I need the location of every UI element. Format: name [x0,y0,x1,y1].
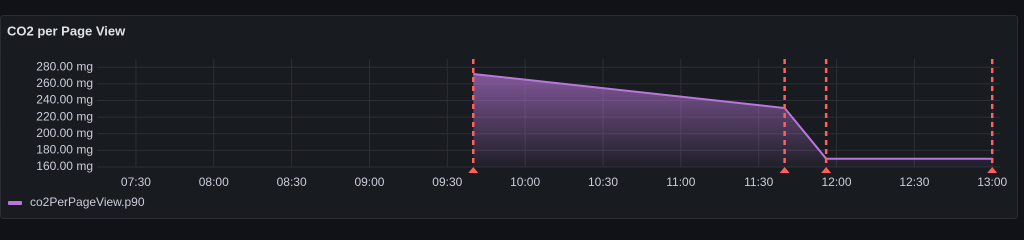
x-tick-label: 13:00 [977,175,1007,189]
area-fill [473,73,993,167]
y-tick-label: 180.00 mg [36,143,93,157]
legend-swatch [8,201,22,205]
x-tick-label: 12:30 [899,175,929,189]
x-tick-label: 10:30 [588,175,618,189]
annotation-marker [987,167,998,173]
y-tick-label: 260.00 mg [36,76,93,90]
legend-label: co2PerPageView.p90 [30,195,145,209]
y-tick-label: 220.00 mg [36,109,93,123]
x-tick-label: 08:00 [199,175,229,189]
x-tick-label: 11:00 [666,175,695,189]
chart: CO2 per Page View 160.00 mg 180.00 mg 200.… [0,15,1018,219]
y-tick-label: 200.00 mg [36,126,93,140]
annotation-marker [779,167,790,173]
x-tick-label: 07:30 [121,175,151,189]
x-tick-label: 10:00 [510,175,540,189]
annotation-marker [821,167,832,173]
annotation-marker [468,167,479,173]
x-tick-label: 08:30 [277,175,307,189]
x-tick-label: 11:30 [744,175,773,189]
x-tick-label: 12:00 [822,175,852,189]
page: CO2 per Page View 160.00 mg 180.00 mg 200.… [0,15,1018,219]
y-tick-label: 240.00 mg [36,93,93,107]
y-tick-label: 280.00 mg [36,59,93,73]
x-tick-label: 09:00 [354,175,384,189]
chart-title: CO2 per Page View [7,23,126,38]
y-tick-label: 160.00 mg [36,159,93,173]
x-tick-label: 09:30 [432,175,462,189]
series-line [473,72,993,160]
